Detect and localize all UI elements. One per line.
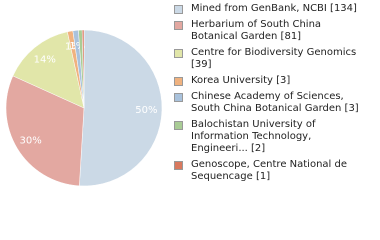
- legend-item: Genoscope, Centre National de Sequencage…: [174, 159, 364, 183]
- legend-swatch: [174, 161, 183, 170]
- slice-label: 1%: [65, 42, 81, 53]
- legend-item: Centre for Biodiversity Genomics [39]: [174, 47, 364, 71]
- legend-swatch: [174, 121, 183, 130]
- pie-slice: [81, 29, 85, 109]
- legend-item: Chinese Academy of Sciences, South China…: [174, 91, 364, 115]
- slice-label: 50%: [135, 105, 157, 116]
- legend-label: Genoscope, Centre National de Sequencage…: [191, 159, 348, 182]
- legend-swatch: [174, 93, 183, 102]
- slice-label: 30%: [19, 135, 41, 146]
- legend-label: Mined from GenBank, NCBI [134]: [191, 3, 357, 14]
- legend-item: Mined from GenBank, NCBI [134]: [174, 3, 364, 15]
- legend-label: Balochistan University of Information Te…: [191, 119, 316, 154]
- slice-label: 1%: [69, 41, 85, 52]
- legend-item: Korea University [3]: [174, 75, 364, 87]
- legend-item: Herbarium of South China Botanical Garde…: [174, 19, 364, 43]
- legend-label: Herbarium of South China Botanical Garde…: [191, 19, 322, 42]
- legend-label: Korea University [3]: [191, 75, 291, 86]
- legend-label: Chinese Academy of Sciences, South China…: [191, 91, 359, 114]
- legend-label: Centre for Biodiversity Genomics [39]: [191, 47, 357, 70]
- legend: Mined from GenBank, NCBI [134] Herbarium …: [174, 3, 364, 187]
- slice-label: 14%: [34, 55, 56, 66]
- legend-item: Balochistan University of Information Te…: [174, 119, 364, 155]
- legend-swatch: [174, 21, 183, 30]
- legend-swatch: [174, 5, 183, 14]
- legend-swatch: [174, 49, 183, 58]
- pie-slice: [12, 31, 85, 109]
- pie-chart: 50% 30% 14% 1%1%: [5, 29, 163, 187]
- pie-slice: [79, 29, 163, 187]
- legend-swatch: [174, 77, 183, 86]
- pie-slice: [5, 75, 85, 187]
